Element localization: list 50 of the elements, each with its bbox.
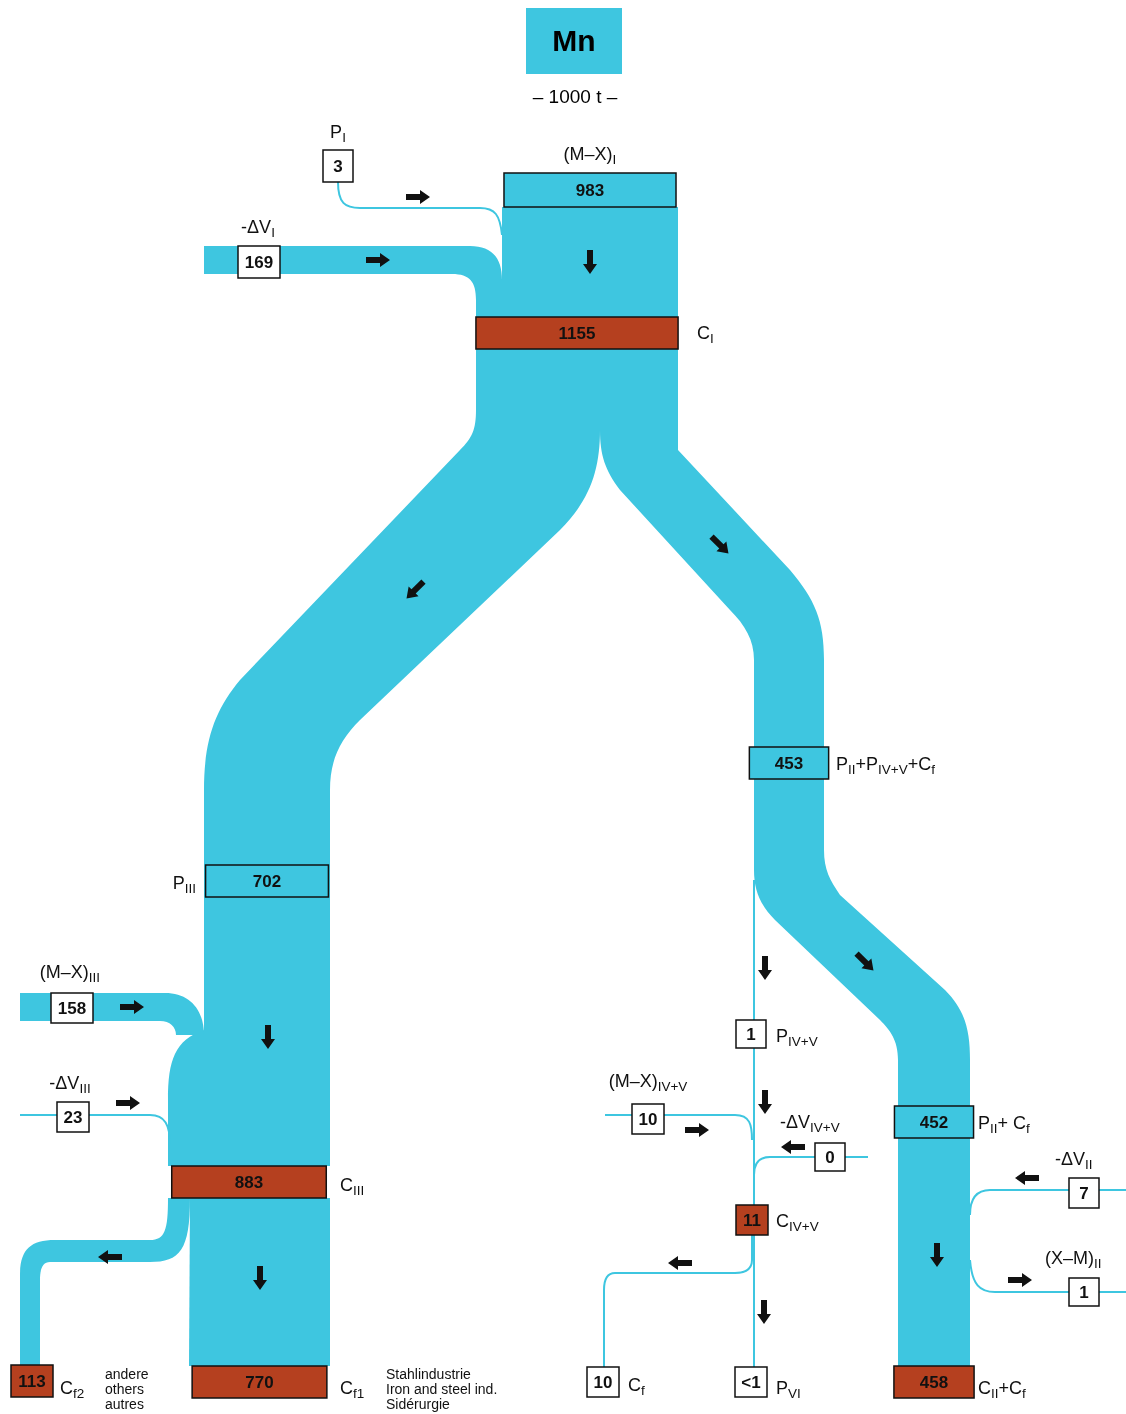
category-label: P$_{VI}$ (776, 1378, 801, 1402)
category-label: -ΔV$_{III}$ (49, 1073, 91, 1097)
data-label: 158 (57, 999, 87, 1018)
category-label: (M–X)$_{IV+V}$ (608, 1071, 688, 1095)
data-label: 10 (638, 1110, 658, 1129)
data-label: 458 (919, 1373, 949, 1392)
category-label: P$_{IV+V}$ (776, 1026, 818, 1050)
data-label: 770 (245, 1373, 274, 1392)
data-label: 10 (593, 1373, 613, 1392)
category-label: (M–X)$_{I}$ (563, 144, 617, 168)
data-label: 883 (234, 1173, 264, 1192)
text: Stahlindustrie (386, 1366, 472, 1382)
data-label: 23 (63, 1108, 83, 1127)
category-label: -ΔV$_{II}$ (1055, 1149, 1093, 1173)
category-label: -ΔV$_{I}$ (241, 217, 275, 241)
data-label: 113 (18, 1372, 46, 1391)
category-label: C$_{II}$+C$_{f}$ (978, 1378, 1027, 1402)
data-label: 169 (244, 253, 274, 272)
category-label: P$_{I}$ (330, 122, 346, 146)
category-label: C$_{f1}$ (340, 1378, 365, 1402)
text: others (105, 1381, 144, 1397)
data-label: 7 (1079, 1184, 1089, 1203)
data-label: 702 (252, 872, 282, 891)
data-label: 1 (746, 1025, 756, 1044)
data-label: 1 (1079, 1283, 1089, 1302)
category-label: C$_{f2}$ (60, 1378, 85, 1402)
data-label: 983 (575, 181, 605, 200)
text: Iron and steel ind. (386, 1381, 498, 1397)
data-label: 452 (919, 1113, 949, 1132)
text: autres (105, 1396, 144, 1412)
category-label: (M–X)$_{III}$ (39, 962, 101, 986)
data-label: 1155 (558, 324, 596, 343)
category-label: P$_{III}$ (172, 873, 196, 897)
data-label: 453 (774, 754, 804, 773)
category-label: P$_{II}$+P$_{IV+V}$+C$_{f}$ (836, 754, 936, 778)
text: – 1000 t – (532, 86, 618, 107)
category-label: C$_{III}$ (340, 1175, 365, 1199)
title-panel: Mn (526, 8, 622, 74)
category-label: -ΔV$_{IV+V}$ (780, 1112, 840, 1136)
category-label: P$_{II}$+ C$_{f}$ (978, 1113, 1031, 1137)
data-label: <1 (741, 1373, 761, 1392)
data-label: 3 (333, 157, 343, 176)
text: Sidérurgie (386, 1396, 451, 1412)
data-label: 0 (825, 1148, 835, 1167)
category-label: C$_{IV+V}$ (776, 1211, 819, 1235)
category-label: C$_{I}$ (697, 323, 714, 347)
data-label: 11 (743, 1211, 761, 1230)
category-label: (X–M)$_{II}$ (1045, 1248, 1102, 1272)
category-label: C$_{f}$ (628, 1375, 645, 1399)
text: andere (105, 1366, 149, 1382)
